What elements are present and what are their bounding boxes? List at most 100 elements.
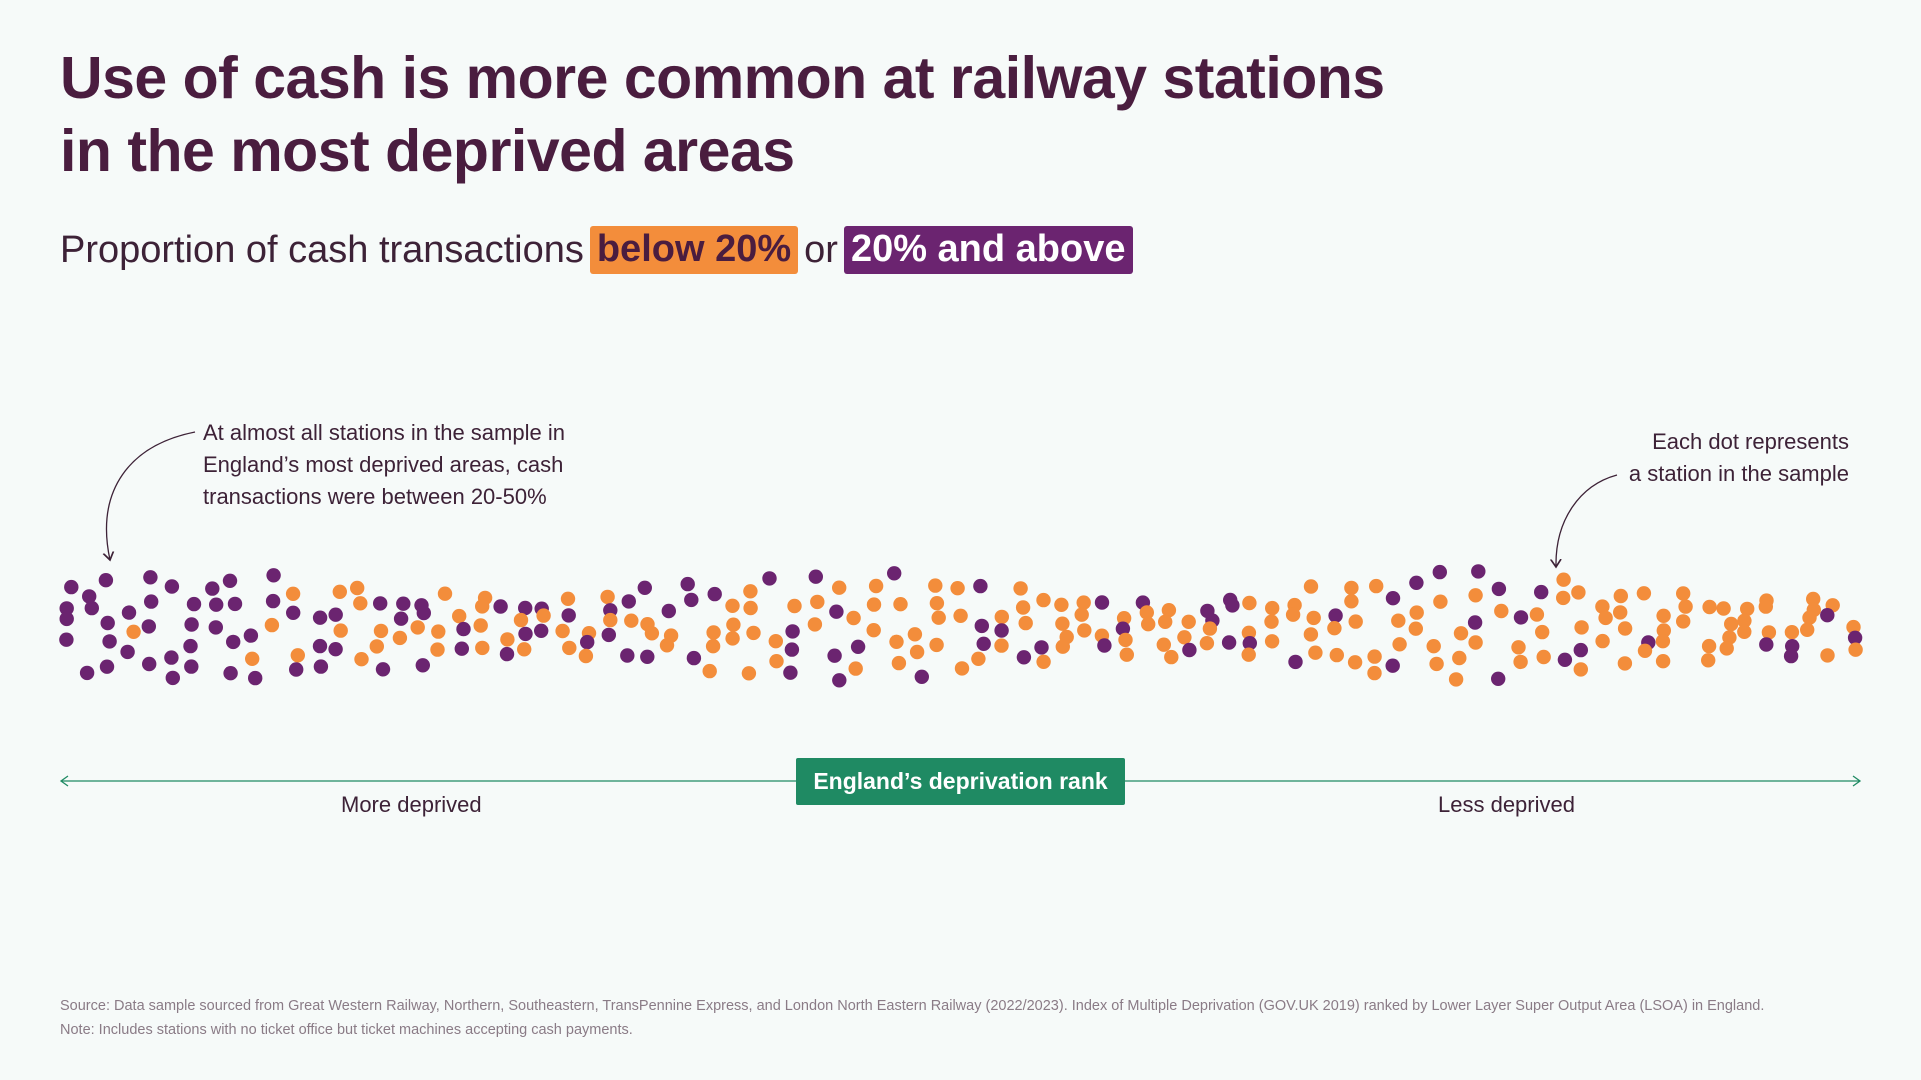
station-dot-below-20 [1367, 649, 1382, 664]
station-dot-below-20 [1636, 586, 1652, 601]
station-dot-20-and-above [1820, 608, 1835, 623]
station-dot-below-20 [971, 651, 986, 666]
station-dot-20-and-above [762, 571, 777, 586]
station-dot-below-20 [1241, 647, 1256, 662]
station-dot-below-20 [1118, 632, 1133, 648]
station-dot-20-and-above [684, 592, 699, 608]
station-dot-below-20 [1199, 636, 1215, 651]
station-dot-20-and-above [783, 665, 798, 680]
station-dot-below-20 [603, 612, 618, 628]
station-dot-below-20 [373, 623, 389, 639]
station-dot-below-20 [1448, 672, 1464, 687]
source-note: Source: Data sample sourced from Great W… [60, 998, 1765, 1014]
station-dot-20-and-above [1242, 636, 1258, 651]
station-dot-below-20 [931, 610, 946, 625]
station-dot-below-20 [1737, 613, 1752, 628]
station-dot-below-20 [1426, 639, 1441, 654]
station-dot-below-20 [353, 596, 368, 611]
station-dot-20-and-above [1034, 640, 1049, 655]
station-dot-below-20 [743, 600, 758, 616]
station-dot-20-and-above [1409, 575, 1424, 590]
station-dot-below-20 [1598, 610, 1613, 626]
station-dot-20-and-above [59, 611, 74, 627]
station-dot-20-and-above [620, 648, 635, 663]
station-dot-20-and-above [312, 610, 328, 625]
axis-label: England’s deprivation rank [796, 758, 1125, 805]
station-dot-below-20 [1116, 611, 1132, 626]
station-dot-below-20 [1139, 605, 1155, 620]
station-dot-below-20 [893, 597, 908, 612]
station-dot-20-and-above [1097, 638, 1112, 653]
station-dot-below-20 [1655, 654, 1671, 669]
station-dot-below-20 [431, 624, 446, 639]
station-dot-20-and-above [209, 597, 224, 612]
station-dot-20-and-above [580, 634, 595, 650]
station-dot-20-and-above [1573, 642, 1589, 658]
station-dot-below-20 [787, 598, 802, 614]
station-dot-below-20 [769, 654, 784, 669]
station-dot-20-and-above [1847, 630, 1863, 645]
station-dot-20-and-above [184, 617, 199, 632]
station-dot-below-20 [1513, 654, 1528, 670]
annotation-left-line-1: At almost all stations in the sample in [203, 420, 565, 445]
subtitle-joiner: or [804, 228, 838, 271]
station-dot-20-and-above [164, 650, 179, 665]
station-dot-below-20 [1702, 599, 1717, 615]
station-dot-20-and-above [243, 628, 259, 643]
station-dot-below-20 [1494, 603, 1509, 619]
station-dot-below-20 [517, 642, 532, 657]
station-dot-below-20 [1761, 625, 1777, 640]
footnote: Note: Includes stations with no ticket o… [60, 1022, 633, 1038]
station-dot-below-20 [954, 661, 970, 676]
station-dot-below-20 [1308, 645, 1323, 660]
station-dot-20-and-above [1385, 591, 1401, 606]
station-dot-below-20 [1511, 640, 1526, 655]
station-dot-below-20 [702, 663, 717, 679]
station-dot-below-20 [264, 617, 280, 633]
station-dot-20-and-above [850, 639, 866, 654]
station-dot-below-20 [1452, 650, 1467, 666]
station-dot-below-20 [245, 651, 260, 666]
station-dot-20-and-above [313, 659, 329, 674]
station-dot-20-and-above [312, 638, 328, 654]
station-dot-below-20 [1724, 616, 1739, 632]
station-dot-below-20 [285, 586, 301, 601]
station-dot-20-and-above [265, 593, 281, 609]
station-dot-below-20 [644, 626, 660, 641]
subtitle-legend: Proportion of cash transactions below 20… [60, 226, 1133, 274]
station-dot-below-20 [1344, 580, 1359, 596]
station-dot-below-20 [1800, 622, 1815, 637]
station-dot-20-and-above [661, 603, 676, 619]
station-dot-20-and-above [994, 623, 1009, 638]
station-dot-below-20 [410, 620, 425, 635]
station-dot-below-20 [1806, 591, 1821, 607]
station-dot-below-20 [473, 618, 488, 633]
station-dot-20-and-above [165, 670, 180, 686]
station-dot-below-20 [807, 617, 823, 632]
station-dot-20-and-above [680, 576, 695, 592]
station-dot-below-20 [1737, 624, 1752, 639]
station-dot-below-20 [1409, 605, 1424, 620]
station-dot-below-20 [1433, 594, 1448, 609]
station-dot-20-and-above [164, 579, 180, 594]
station-dot-below-20 [1241, 625, 1257, 640]
axis-arrow-left-icon [59, 775, 69, 787]
station-dot-below-20 [452, 608, 467, 624]
station-dot-below-20 [1719, 641, 1734, 656]
station-dot-20-and-above [686, 650, 702, 666]
station-dot-below-20 [1303, 579, 1319, 594]
station-dot-below-20 [1141, 617, 1156, 632]
station-dot-below-20 [1391, 613, 1406, 628]
station-dot-below-20 [1013, 581, 1028, 596]
station-dot-20-and-above [1467, 615, 1483, 630]
annotation-right: Each dot represents a station in the sam… [1549, 426, 1849, 490]
station-dot-20-and-above [829, 604, 844, 619]
axis-arrow-right-icon [1852, 775, 1862, 787]
station-dot-below-20 [1758, 599, 1774, 614]
station-dot-20-and-above [416, 605, 431, 621]
annotation-right-line-2: a station in the sample [1628, 461, 1849, 486]
station-dot-below-20 [1306, 610, 1321, 626]
station-dot-below-20 [1655, 634, 1671, 649]
station-dot-20-and-above [59, 632, 74, 647]
station-dot-below-20 [1348, 614, 1363, 629]
